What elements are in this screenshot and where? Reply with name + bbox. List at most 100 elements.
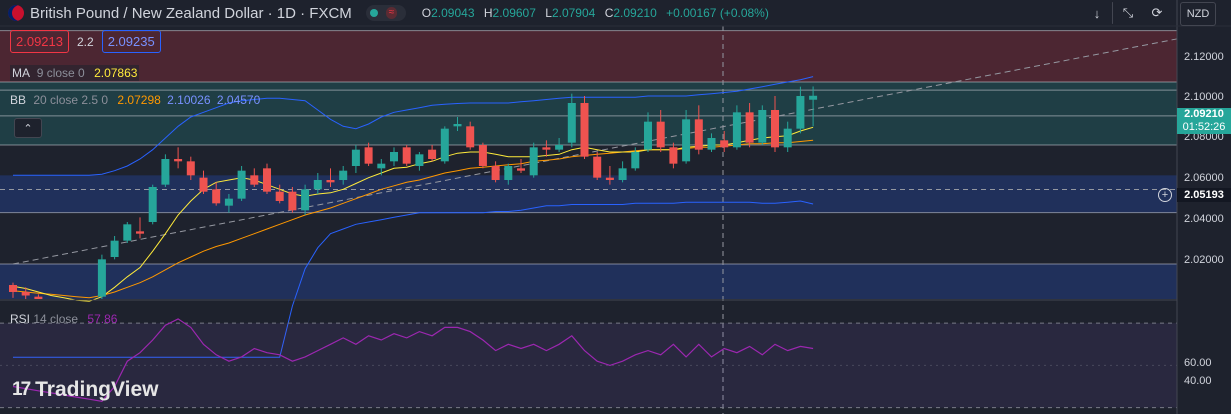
candle-body	[542, 147, 551, 150]
price-label: 2.02000	[1184, 254, 1224, 266]
price-label: 2.10000	[1184, 91, 1224, 103]
candle-body	[351, 149, 360, 166]
candle-body	[364, 147, 373, 164]
bb-upper-band	[13, 76, 814, 176]
candle-body	[567, 103, 576, 143]
candle-body	[377, 163, 386, 169]
candle-body	[275, 191, 284, 201]
candle-body	[580, 103, 589, 157]
candle-body	[720, 140, 729, 148]
chart-header: British Pound / New Zealand Dollar · 1D …	[8, 3, 775, 23]
ma-legend[interactable]: MA 9 close 0 2.07863	[10, 65, 140, 81]
bar-countdown: 01:52:26	[1182, 121, 1226, 133]
currency-selector[interactable]: NZD	[1180, 2, 1216, 26]
candle-body	[288, 191, 297, 211]
candle-body	[555, 145, 564, 150]
candle-body	[669, 147, 678, 164]
candle-body	[491, 166, 500, 180]
candle-body	[263, 168, 271, 192]
crosshair-price-badge: 2.05193	[1177, 188, 1231, 202]
candle-body	[415, 154, 424, 166]
candle-body	[34, 296, 43, 299]
change-readout: +0.00167 (+0.08%)	[666, 6, 769, 20]
scroll-to-latest-button[interactable]: ↓	[1084, 2, 1110, 24]
sell-price-button[interactable]: 2.09213	[10, 30, 69, 53]
candle-body	[301, 189, 310, 211]
price-label: 2.12000	[1184, 51, 1224, 63]
candle-body	[656, 121, 665, 148]
candle-body	[796, 96, 805, 129]
price-zone	[0, 30, 1177, 83]
candle-body	[186, 161, 195, 176]
ma-line	[12, 126, 814, 302]
candle-body	[618, 168, 627, 180]
fullscreen-button[interactable]: ⤡	[1115, 2, 1141, 24]
candle-body	[466, 126, 475, 148]
bb-name: BB	[10, 93, 27, 107]
arrow-down-icon: ↓	[1093, 5, 1101, 21]
candle-body	[161, 159, 170, 185]
wave-icon: ≈	[385, 7, 398, 19]
price-zone	[0, 264, 1177, 299]
candle-body	[783, 128, 792, 148]
candle-body	[593, 156, 602, 178]
candle-body	[529, 147, 538, 176]
rsi-legend[interactable]: RSI 14 close 57.86	[10, 312, 117, 326]
last-price-badge: 2.09210 01:52:26	[1177, 108, 1231, 134]
candle-body	[745, 112, 754, 143]
toolbar-divider	[1112, 2, 1113, 24]
add-alert-plus-icon[interactable]: +	[1158, 188, 1172, 202]
candle-body	[453, 124, 462, 127]
ohlc-low-key: L	[545, 6, 552, 20]
candle-body	[809, 95, 818, 100]
candle-body	[440, 128, 449, 162]
candle-body	[694, 119, 703, 150]
candle-body	[199, 177, 208, 192]
candle-body	[504, 166, 513, 180]
candle-body	[682, 119, 691, 162]
ma-params: 9 close 0	[36, 66, 85, 80]
candle-body	[771, 110, 779, 148]
candle-body	[644, 121, 652, 150]
candle-body	[339, 170, 348, 180]
rsi-params: 14 close	[33, 312, 79, 326]
rsi-name: RSI	[10, 312, 31, 326]
candle-body	[428, 149, 437, 159]
bb-basis-value: 2.07298	[117, 93, 161, 107]
candle-body	[9, 285, 17, 292]
candle-body	[326, 180, 335, 183]
bb-lower-band	[13, 200, 814, 358]
candle-body	[402, 147, 411, 164]
collapse-legend-button[interactable]: ⌃	[14, 118, 42, 138]
ohlc-open-key: O	[421, 6, 432, 20]
bb-params: 20 close 2.5 0	[33, 93, 109, 107]
candle-body	[224, 198, 233, 206]
bb-legend[interactable]: BB 20 close 2.5 0 2.07298 2.10026 2.0457…	[10, 93, 260, 107]
candle-body	[758, 110, 767, 143]
candle-body	[517, 168, 525, 171]
tradingview-logo[interactable]: 17 TradingView	[12, 378, 158, 402]
candle-body	[21, 292, 30, 296]
market-status-pill[interactable]: ≈	[365, 5, 406, 21]
candle-body	[707, 138, 716, 150]
candle-body	[605, 177, 614, 180]
bb-basis-line	[12, 139, 814, 299]
gbp-flag-icon	[8, 5, 24, 21]
restore-button[interactable]: ⟳	[1144, 2, 1170, 24]
ohlc-high-key: H	[483, 6, 493, 20]
last-price: 2.09210	[1184, 108, 1224, 120]
rsi-line	[12, 318, 814, 402]
ohlc-close-value: 2.09210	[613, 6, 657, 20]
price-axis-bg	[1178, 26, 1231, 414]
candle-body	[250, 175, 259, 185]
candle-body	[390, 152, 398, 162]
tradingview-mark-icon: 17	[12, 379, 31, 400]
candle-body	[237, 170, 246, 199]
candle-body	[313, 180, 322, 190]
chevron-up-icon: ⌃	[23, 122, 33, 135]
candle-body	[631, 152, 640, 169]
buy-price-button[interactable]: 2.09235	[101, 30, 161, 53]
bb-upper-value: 2.10026	[167, 93, 211, 107]
symbol-title[interactable]: British Pound / New Zealand Dollar · 1D …	[30, 4, 352, 22]
